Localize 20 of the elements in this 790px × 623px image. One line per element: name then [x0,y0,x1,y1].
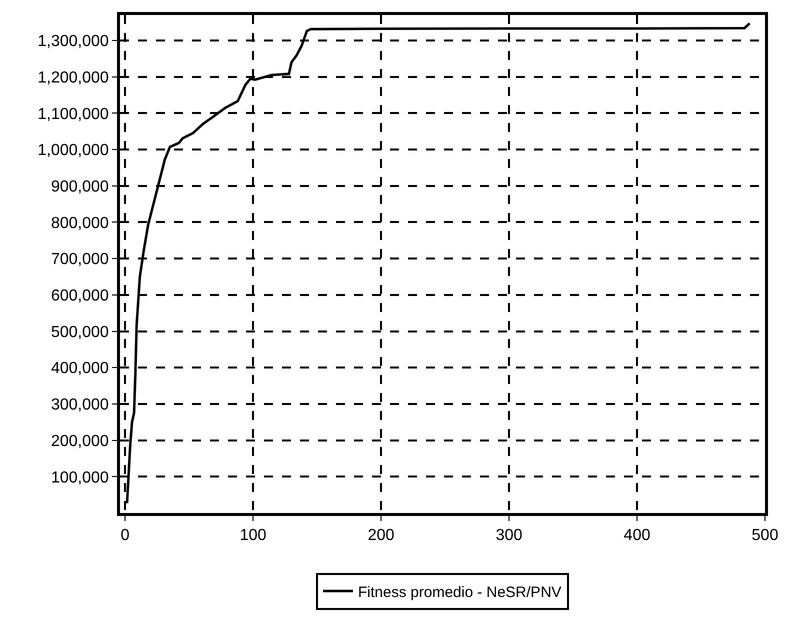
y-tick-label: 200,000 [50,432,109,450]
x-tick-label: 500 [752,527,778,544]
y-tick-label: 1,100,000 [38,106,109,123]
y-tick-label: 400,000 [50,360,109,378]
y-tick-label: 1,200,000 [38,69,109,86]
legend-label: Fitness promedio - NeSR/PNV [358,584,562,601]
y-tick-label: 800,000 [50,214,109,232]
y-tick-label: 100,000 [50,469,109,486]
x-tick-label: 0 [120,527,130,544]
x-tick-label: 200 [368,527,395,544]
y-tick-label: 600,000 [50,288,109,304]
y-tick-label: 700,000 [50,251,109,268]
y-tick-label: 300,000 [50,396,109,414]
y-tick-label: 900,000 [50,178,109,196]
x-tick-label: 400 [624,527,650,544]
y-tick-label: 1,300,000 [38,33,109,50]
x-tick-label: 300 [496,527,522,544]
y-tick-label: 500,000 [50,324,109,341]
y-tick-label: 1,000,000 [38,142,109,160]
x-tick-label: 100 [240,527,267,544]
